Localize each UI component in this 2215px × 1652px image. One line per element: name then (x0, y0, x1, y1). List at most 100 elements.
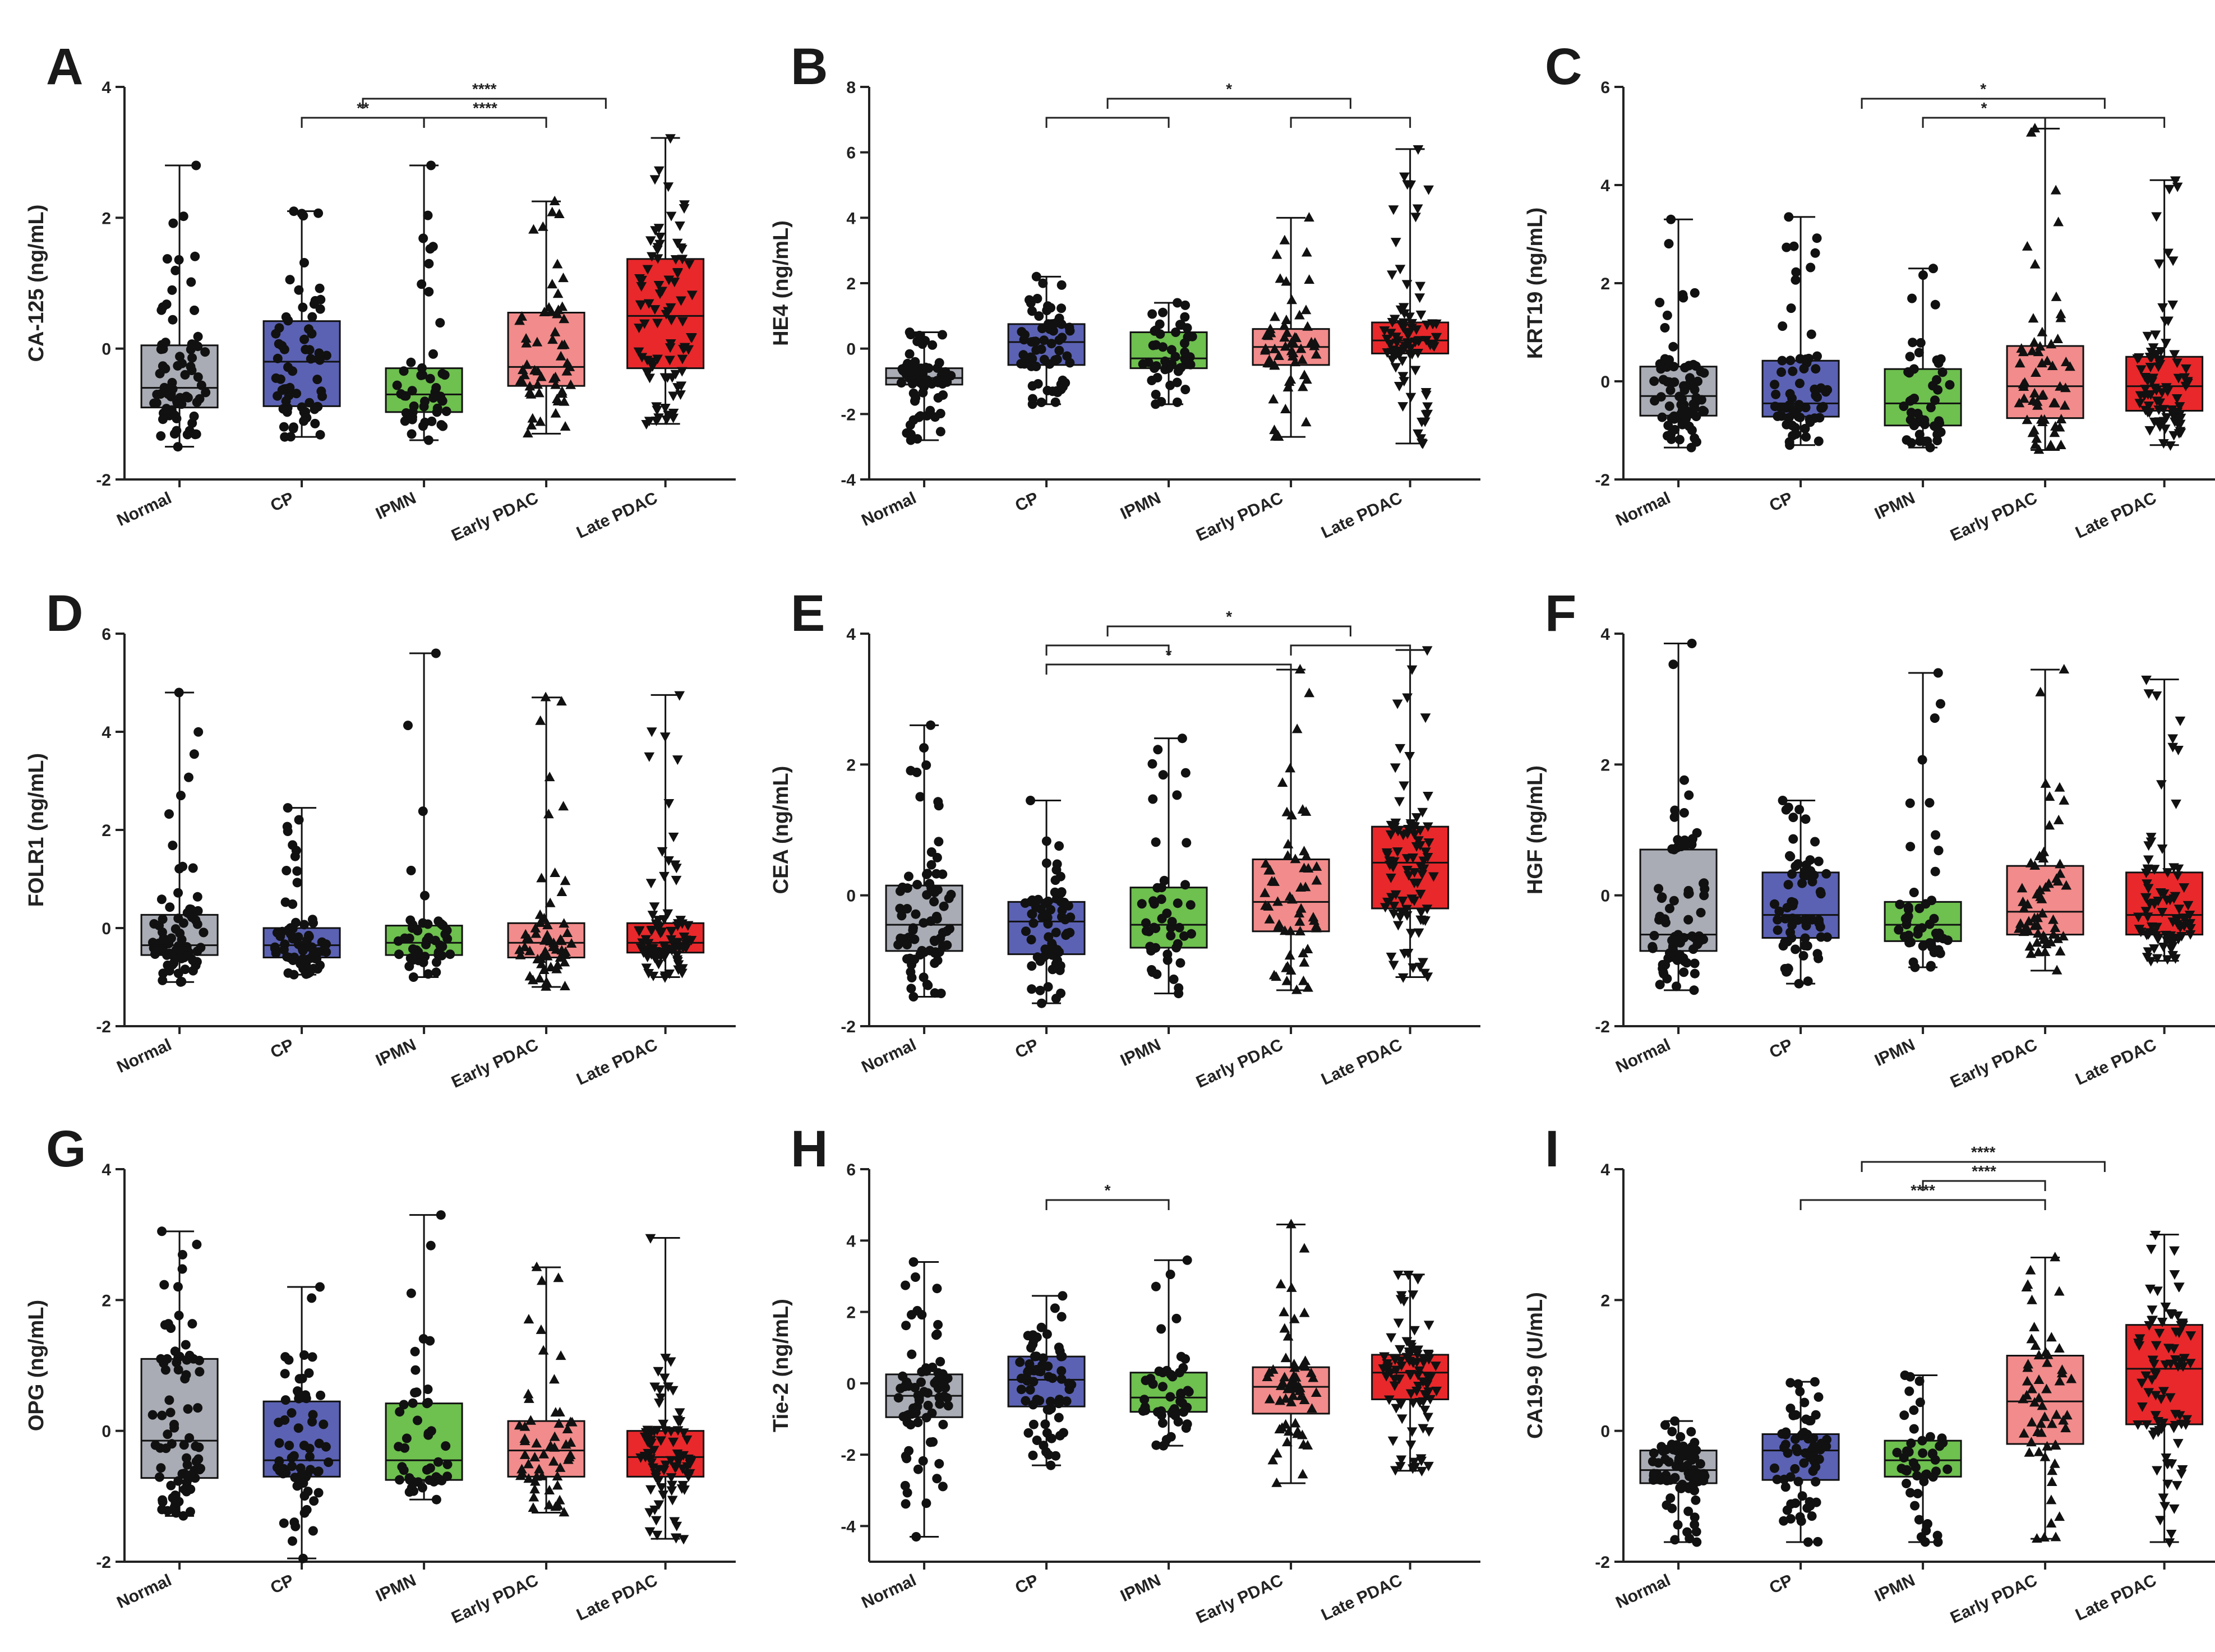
data-point (1811, 1497, 1821, 1507)
data-point (2168, 1504, 2180, 1514)
x-tick-label: IPMN (1118, 1571, 1164, 1605)
data-point (283, 803, 293, 813)
data-point (1280, 341, 1291, 351)
box (2125, 1324, 2204, 1425)
data-point (634, 324, 644, 334)
data-point (1930, 866, 1940, 876)
data-point (2172, 1439, 2184, 1449)
panel-letter-f: F (1545, 585, 1576, 642)
data-point (307, 915, 317, 925)
data-point (1281, 314, 1292, 324)
data-point (1799, 1397, 1810, 1408)
data-point (2022, 414, 2033, 424)
data-point (1292, 1425, 1303, 1436)
x-tick-label: Normal (114, 1571, 174, 1612)
data-point (1264, 1393, 1275, 1404)
data-point (2174, 1411, 2185, 1421)
data-point (2038, 389, 2048, 399)
data-point (2049, 427, 2060, 437)
data-point (1662, 377, 1672, 387)
data-point (1153, 1407, 1162, 1417)
data-point (905, 327, 915, 337)
data-point (1789, 241, 1799, 251)
x-tick-label: IPMN (1872, 488, 1918, 523)
x-tick-label: Normal (1613, 1035, 1673, 1077)
y-tick-label: 0 (846, 887, 856, 906)
data-point (1025, 295, 1034, 305)
box-group-late-pdac (626, 134, 705, 430)
data-point (1405, 1440, 1416, 1450)
data-point (157, 1410, 167, 1420)
data-point (903, 358, 912, 368)
data-point (2050, 421, 2061, 431)
data-point (1389, 349, 1400, 359)
data-point (678, 1451, 689, 1461)
data-point (555, 1350, 566, 1360)
data-point (1937, 1433, 1947, 1443)
data-point (652, 354, 663, 364)
data-point (1420, 388, 1432, 398)
data-point (538, 965, 550, 975)
x-tick-label: Early PDAC (1948, 488, 2040, 544)
data-point (1018, 350, 1028, 360)
significance-label: **** (1972, 1162, 1996, 1180)
data-point (2014, 923, 2024, 933)
bracket-line (301, 117, 425, 128)
data-point (552, 259, 563, 269)
data-point (2152, 954, 2163, 964)
data-point (1403, 871, 1414, 881)
data-point (556, 696, 567, 706)
data-point (2060, 357, 2071, 367)
data-point (532, 336, 543, 347)
data-point (279, 1518, 289, 1528)
data-point (1384, 1395, 1395, 1405)
data-point (675, 222, 685, 232)
data-point (1396, 1455, 1407, 1465)
data-point (2029, 912, 2040, 922)
data-point (1264, 913, 1275, 924)
y-tick-label: 4 (846, 1232, 856, 1250)
data-point (933, 956, 943, 966)
data-point (315, 1282, 325, 1292)
data-point (1813, 1392, 1824, 1402)
y-tick-label: -2 (96, 1018, 111, 1036)
y-tick-label: 2 (1600, 275, 1610, 293)
data-point (1180, 1354, 1190, 1364)
data-point (310, 296, 320, 306)
data-point (2167, 734, 2179, 744)
x-tick-label: Early PDAC (449, 488, 541, 544)
data-point (1065, 326, 1075, 336)
data-point (2165, 441, 2176, 451)
data-point (1822, 385, 1833, 395)
y-tick-label: -2 (841, 1446, 856, 1465)
data-point (406, 865, 416, 875)
data-point (2061, 880, 2072, 890)
data-point (906, 984, 916, 994)
data-point (1907, 293, 1917, 303)
data-point (1685, 1445, 1695, 1455)
data-point (2037, 1400, 2048, 1410)
data-point (2167, 742, 2179, 753)
data-point (1915, 1397, 1925, 1408)
data-point (172, 426, 182, 436)
data-point (1912, 1471, 1922, 1481)
data-point (1914, 430, 1925, 440)
x-tick-label: Early PDAC (1193, 1571, 1286, 1627)
data-point (634, 926, 645, 936)
data-point (908, 992, 919, 1002)
x-tick-label: IPMN (373, 1035, 419, 1070)
data-point (1395, 1345, 1405, 1355)
y-tick-label: -4 (841, 471, 856, 490)
data-point (1777, 356, 1787, 366)
data-point (417, 279, 427, 289)
data-point (2032, 937, 2042, 947)
data-point (645, 879, 657, 889)
data-point (169, 958, 179, 968)
data-point (1788, 1410, 1798, 1420)
data-point (1382, 897, 1393, 907)
data-point (1415, 826, 1425, 836)
data-point (932, 1329, 942, 1339)
data-point (1401, 905, 1412, 915)
x-tick-label: CP (267, 1571, 297, 1598)
data-point (407, 414, 417, 424)
